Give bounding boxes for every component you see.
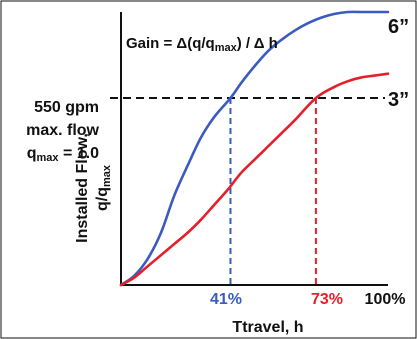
series-line-0 [119, 10, 390, 287]
reference-label-value: = 1.0 [58, 145, 99, 162]
gain-suffix: ) / Δ h [236, 35, 278, 52]
gain-subscript: max [214, 42, 237, 54]
x-tick-41: 41% [209, 291, 243, 308]
x-tick-100: 100% [364, 291, 406, 308]
reference-label-line-2: max. flow [26, 122, 99, 139]
chart-marks [110, 10, 390, 287]
y-axis-label-q: q/q [94, 187, 111, 212]
reference-label: 550 gpm max. flow qmax = 1.0 [26, 96, 99, 170]
gain-annotation: Gain = Δ(q/qmax) / Δ h [126, 36, 278, 54]
reference-label-q: q [26, 145, 37, 162]
y-axis-label-line-2: q/qmax [93, 133, 117, 243]
reference-label-line-3: qmax = 1.0 [26, 142, 99, 170]
series-label-6in: 6” [388, 16, 410, 38]
series-line-1 [119, 72, 390, 287]
series-label-3in: 3” [388, 89, 410, 111]
x-axis-label: Ttravel, h [232, 319, 304, 336]
y-axis-label-sub: max [101, 164, 113, 188]
y-axis-label: Installed Flow, q/qmax [73, 133, 117, 243]
reference-label-sub: max [36, 152, 59, 164]
x-tick-73: 73% [310, 291, 344, 308]
y-axis-label-line-1: Installed Flow, [74, 133, 91, 243]
gain-prefix: Gain = Δ(q/q [126, 35, 215, 52]
reference-label-line-1: 550 gpm [34, 99, 99, 116]
